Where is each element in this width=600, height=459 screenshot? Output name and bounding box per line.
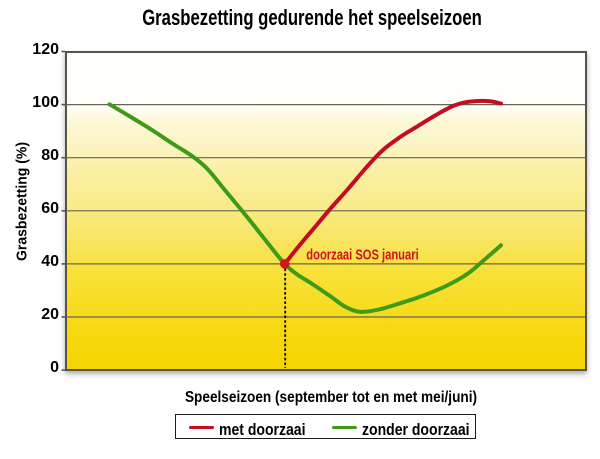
svg-text:doorzaai SOS januari: doorzaai SOS januari <box>306 246 418 263</box>
